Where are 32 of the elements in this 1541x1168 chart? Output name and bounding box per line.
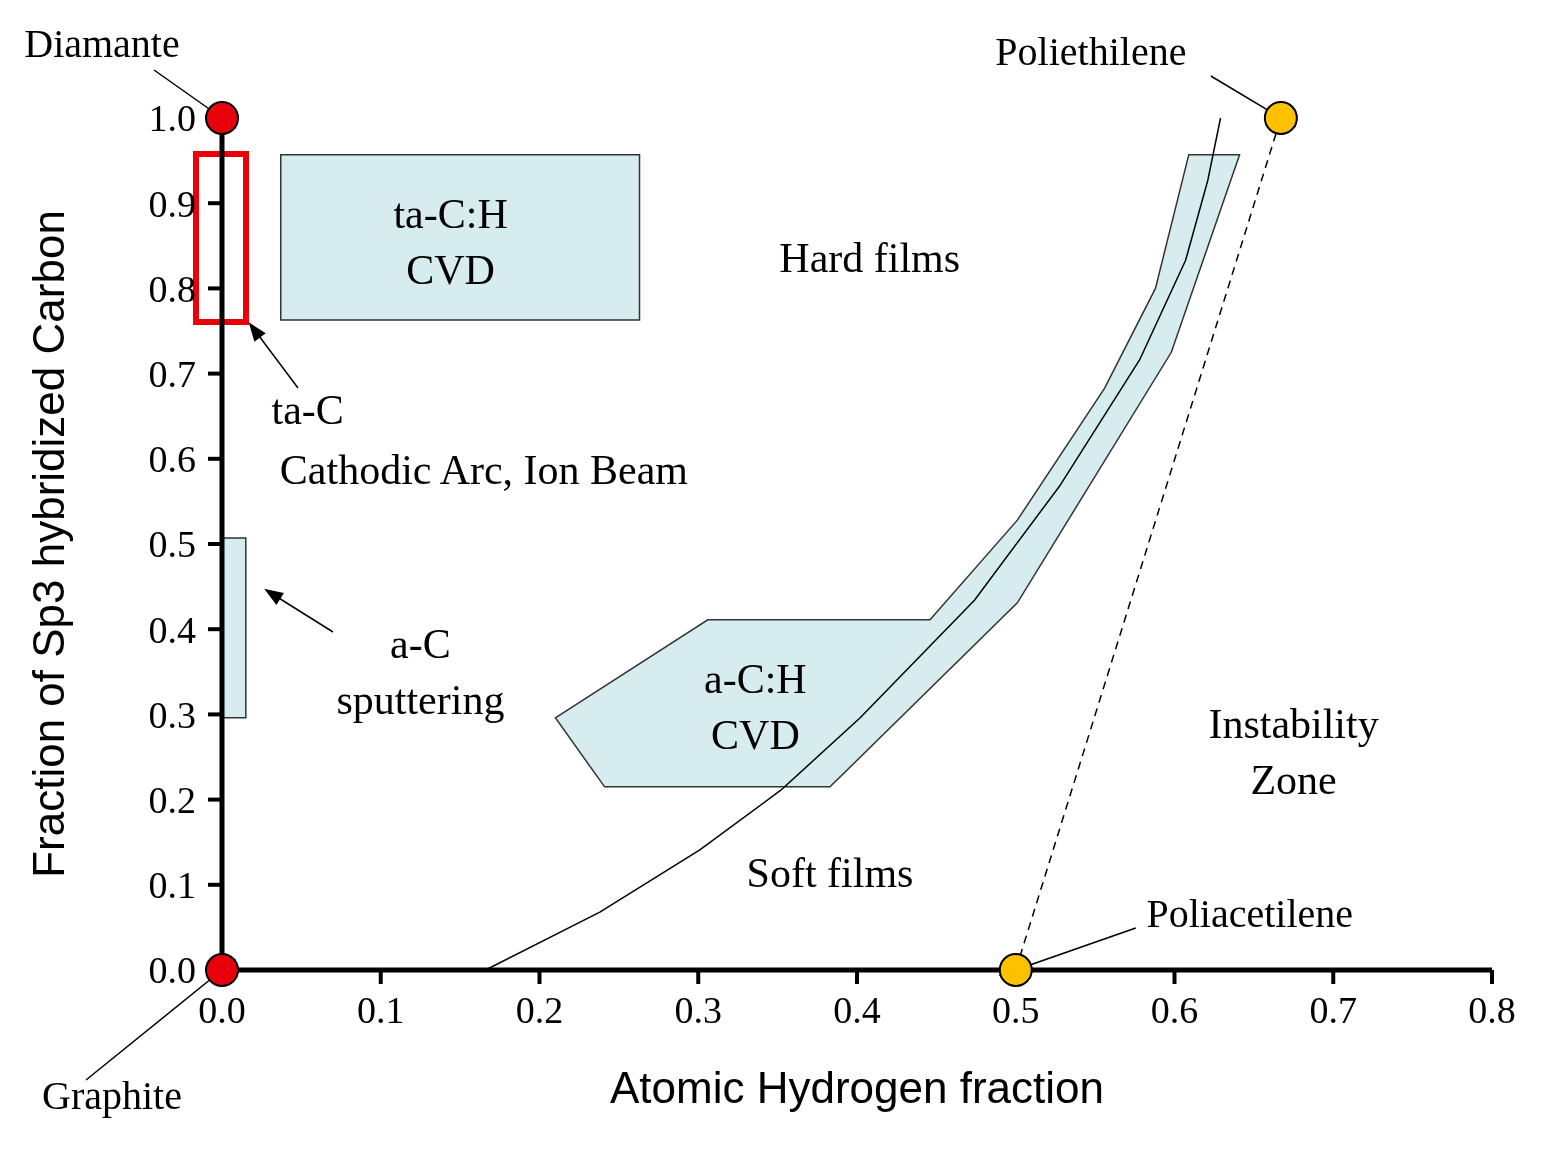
annotation: Cathodic Arc, Ion Beam <box>279 446 689 493</box>
y-tick-label: 0.6 <box>148 438 196 481</box>
y-tick-label: 0.4 <box>148 608 196 651</box>
annotation: a-C:H CVD <box>704 656 807 759</box>
series-label: Diamante <box>24 21 180 67</box>
text: Poliethilene <box>995 29 1187 75</box>
x-tick-label: 0.1 <box>357 988 405 1031</box>
text: Graphite <box>42 1073 182 1119</box>
annotation: Hard films <box>779 234 961 281</box>
y-tick-label: 0.2 <box>148 779 196 822</box>
x-tick-label: 0.0 <box>198 988 246 1031</box>
annotation: ta-C <box>271 387 344 434</box>
y-tick-label: 0.3 <box>148 693 196 736</box>
annotation: ta-C:H CVD <box>393 190 508 293</box>
y-tick-label: 1.0 <box>148 97 196 140</box>
x-tick-label: 0.4 <box>833 988 881 1031</box>
x-axis-title: Atomic Hydrogen fraction <box>610 1063 1104 1112</box>
x-tick-label: 0.7 <box>1309 988 1357 1031</box>
x-tick-label: 0.2 <box>515 988 564 1031</box>
y-tick-label: 0.0 <box>148 949 196 992</box>
x-tick-label: 0.5 <box>992 988 1040 1031</box>
x-tick-label: 0.3 <box>674 988 722 1031</box>
annotation: Instability Zone <box>1208 701 1379 804</box>
y-tick-label: 0.1 <box>148 864 196 907</box>
text: Poliacetilene <box>1146 891 1354 937</box>
annotation: a-C sputtering <box>336 621 505 724</box>
x-tick-label: 0.6 <box>1150 988 1199 1031</box>
y-axis-title: Fraction of Sp3 hybridized Carbon <box>23 210 73 878</box>
y-tick-label: 0.5 <box>148 523 196 566</box>
annotation: Soft films <box>746 849 914 896</box>
y-tick-label: 0.7 <box>148 353 196 396</box>
x-tick-label: 0.8 <box>1468 988 1516 1031</box>
